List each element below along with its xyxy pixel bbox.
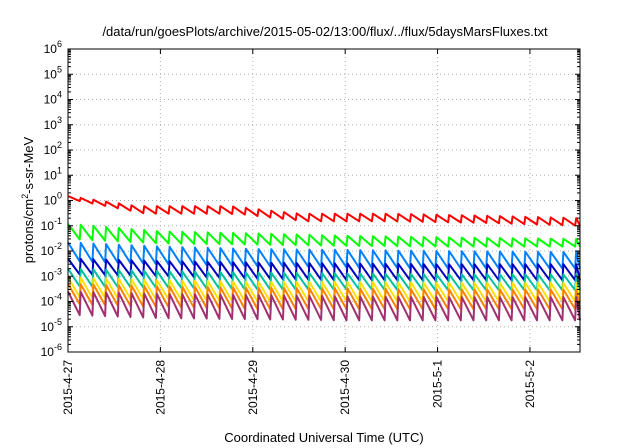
x-axis: 2015-4-27 2015-4-28 2015-4-29 2015-4-30 2015… (61, 49, 537, 415)
y-tick-label: 100 (44, 191, 62, 208)
y-tick-label-base: 10 (44, 194, 58, 208)
series-line-1 (67, 195, 581, 227)
y-axis-label-rest: -s-sr-MeV (21, 136, 36, 193)
y-tick-label: 10-4 (41, 292, 62, 309)
y-axis: 10-610-510-410-310-210-11001011021031041… (41, 39, 580, 359)
y-tick-label: 10-1 (41, 216, 62, 233)
y-tick-label-base: 10 (41, 345, 55, 359)
y-tick-label-exp: 3 (57, 115, 62, 125)
x-tick-label: 2015-4-28 (153, 360, 167, 415)
y-tick-label-base: 10 (44, 42, 58, 56)
y-tick-label: 10-5 (41, 317, 62, 334)
series-line-3 (67, 241, 581, 270)
y-axis-label: protons/cm2-s-sr-MeV (20, 136, 36, 263)
y-axis-label-base: protons/cm (21, 199, 36, 263)
series-line-8 (67, 290, 581, 322)
grid (68, 49, 580, 352)
series-group (67, 195, 581, 322)
y-tick-label-base: 10 (44, 168, 58, 182)
x-tick-label: 2015-5-2 (523, 360, 537, 408)
y-tick-label-exp: -5 (54, 317, 62, 327)
y-tick-label-exp: 0 (57, 191, 62, 201)
y-axis-label-sup: 2 (20, 194, 30, 199)
y-tick-label-exp: 4 (57, 90, 62, 100)
x-tick-label: 2015-4-30 (338, 360, 352, 415)
y-tick-label: 101 (44, 165, 62, 182)
y-tick-label-exp: 1 (57, 165, 62, 175)
y-tick-label-base: 10 (44, 67, 58, 81)
series-line-2 (67, 223, 581, 248)
y-tick-label-base: 10 (44, 93, 58, 107)
y-tick-label: 10-3 (41, 266, 62, 283)
y-tick-label: 105 (44, 64, 62, 81)
y-tick-label-base: 10 (41, 269, 55, 283)
y-tick-label-base: 10 (41, 295, 55, 309)
y-tick-label-base: 10 (44, 143, 58, 157)
y-tick-label-base: 10 (41, 219, 55, 233)
x-tick-label: 2015-4-29 (246, 360, 260, 415)
y-tick-label: 10-6 (41, 342, 62, 359)
y-tick-label-base: 10 (44, 118, 58, 132)
y-tick-label: 104 (44, 90, 62, 107)
y-tick-label-exp: -4 (54, 292, 62, 302)
chart-title: /data/run/goesPlots/archive/2015-05-02/1… (102, 24, 548, 39)
y-tick-label-exp: 5 (57, 64, 62, 74)
y-tick-label-exp: 6 (57, 39, 62, 49)
y-tick-label: 102 (44, 140, 62, 157)
series-line-4 (67, 257, 581, 282)
x-tick-label: 2015-4-27 (61, 360, 75, 415)
x-axis-label: Coordinated Universal Time (UTC) (224, 430, 423, 445)
y-tick-label: 10-2 (41, 241, 62, 258)
y-tick-label-base: 10 (41, 320, 55, 334)
x-tick-label: 2015-5-1 (431, 360, 445, 408)
y-tick-label: 103 (44, 115, 62, 132)
y-tick-label-exp: -2 (54, 241, 62, 251)
y-tick-label-exp: -1 (54, 216, 62, 226)
y-tick-label: 106 (44, 39, 62, 56)
y-tick-label-exp: -6 (54, 342, 62, 352)
y-tick-label-exp: -3 (54, 266, 62, 276)
y-tick-label-base: 10 (41, 244, 55, 258)
y-tick-label-exp: 2 (57, 140, 62, 150)
